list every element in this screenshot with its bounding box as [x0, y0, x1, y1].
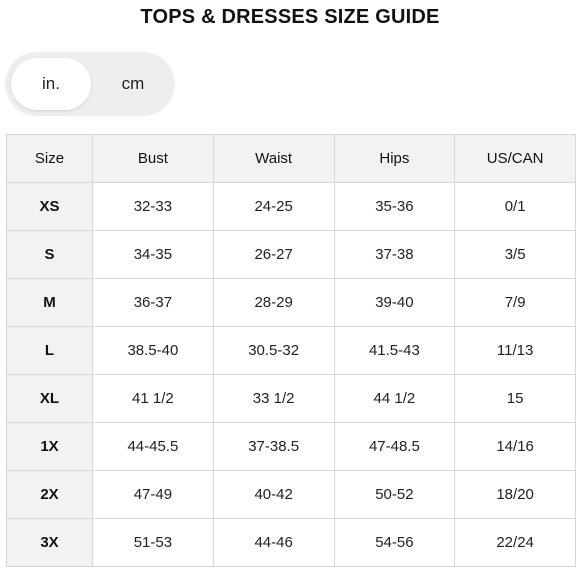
bust-value: 44-45.5 — [92, 422, 214, 471]
unit-option-inches[interactable]: in. — [11, 58, 91, 110]
column-header-bust: Bust — [92, 134, 214, 183]
bust-value: 34-35 — [92, 230, 214, 279]
waist-value: 40-42 — [212, 470, 335, 519]
unit-option-cm[interactable]: cm — [121, 74, 145, 93]
column-header-us-can: US/CAN — [454, 134, 576, 183]
bust-value: 38.5-40 — [92, 326, 214, 375]
size-table: Size Bust Waist Hips US/CAN XS 32-33 24-… — [6, 134, 576, 567]
hips-value: 54-56 — [333, 518, 456, 567]
bust-value: 32-33 — [92, 182, 214, 231]
column-header-size: Size — [6, 134, 93, 183]
column-header-hips: Hips — [333, 134, 456, 183]
size-label: XL — [6, 374, 93, 423]
table-header-row: Size Bust Waist Hips US/CAN — [6, 134, 576, 183]
table-row: XS 32-33 24-25 35-36 0/1 — [6, 182, 576, 231]
hips-value: 39-40 — [333, 278, 456, 327]
size-label: M — [6, 278, 93, 327]
size-label: L — [6, 326, 93, 375]
table-row: 1X 44-45.5 37-38.5 47-48.5 14/16 — [6, 422, 576, 471]
waist-value: 26-27 — [212, 230, 335, 279]
hips-value: 47-48.5 — [333, 422, 456, 471]
table-row: L 38.5-40 30.5-32 41.5-43 11/13 — [6, 326, 576, 375]
table-row: S 34-35 26-27 37-38 3/5 — [6, 230, 576, 279]
bust-value: 47-49 — [92, 470, 214, 519]
us-can-value: 22/24 — [454, 518, 576, 567]
table-row: 2X 47-49 40-42 50-52 18/20 — [6, 470, 576, 519]
size-label: 3X — [6, 518, 93, 567]
size-label: XS — [6, 182, 93, 231]
us-can-value: 0/1 — [454, 182, 576, 231]
waist-value: 37-38.5 — [212, 422, 335, 471]
size-label: 2X — [6, 470, 93, 519]
us-can-value: 18/20 — [454, 470, 576, 519]
hips-value: 35-36 — [333, 182, 456, 231]
table-row: XL 41 1/2 33 1/2 44 1/2 15 — [6, 374, 576, 423]
waist-value: 30.5-32 — [212, 326, 335, 375]
bust-value: 36-37 — [92, 278, 214, 327]
hips-value: 37-38 — [333, 230, 456, 279]
waist-value: 33 1/2 — [212, 374, 335, 423]
unit-toggle: in. cm — [5, 52, 175, 116]
waist-value: 28-29 — [212, 278, 335, 327]
column-header-waist: Waist — [212, 134, 335, 183]
hips-value: 44 1/2 — [333, 374, 456, 423]
table-row: M 36-37 28-29 39-40 7/9 — [6, 278, 576, 327]
page-title: TOPS & DRESSES SIZE GUIDE — [140, 6, 440, 28]
table-row: 3X 51-53 44-46 54-56 22/24 — [6, 518, 576, 567]
us-can-value: 15 — [454, 374, 576, 423]
us-can-value: 11/13 — [454, 326, 576, 375]
waist-value: 44-46 — [212, 518, 335, 567]
us-can-value: 7/9 — [454, 278, 576, 327]
size-label: S — [6, 230, 93, 279]
hips-value: 50-52 — [333, 470, 456, 519]
waist-value: 24-25 — [212, 182, 335, 231]
us-can-value: 14/16 — [454, 422, 576, 471]
bust-value: 41 1/2 — [92, 374, 214, 423]
us-can-value: 3/5 — [454, 230, 576, 279]
hips-value: 41.5-43 — [333, 326, 456, 375]
size-label: 1X — [6, 422, 93, 471]
bust-value: 51-53 — [92, 518, 214, 567]
